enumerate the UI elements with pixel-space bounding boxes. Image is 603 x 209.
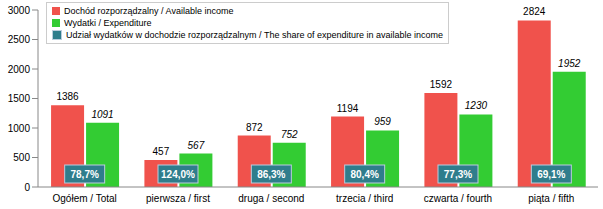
svg-text:500: 500 (13, 152, 30, 163)
svg-text:czwarta / fourth: czwarta / fourth (424, 193, 492, 204)
svg-text:3000: 3000 (8, 5, 30, 16)
svg-text:trzecia / third: trzecia / third (336, 193, 393, 204)
svg-text:Ogółem / Total: Ogółem / Total (53, 193, 117, 204)
svg-text:1091: 1091 (91, 109, 113, 120)
svg-text:pierwsza / first: pierwsza / first (146, 193, 210, 204)
svg-text:piąta / fifth: piąta / fifth (528, 193, 574, 204)
svg-text:86,3%: 86,3% (257, 169, 285, 180)
svg-text:124,0%: 124,0% (161, 169, 195, 180)
svg-text:1592: 1592 (430, 79, 453, 90)
svg-text:1952: 1952 (558, 58, 581, 69)
svg-text:2824: 2824 (523, 6, 546, 17)
svg-text:78,7%: 78,7% (70, 169, 98, 180)
svg-text:1194: 1194 (337, 103, 359, 114)
svg-text:752: 752 (281, 129, 298, 140)
svg-text:959: 959 (374, 116, 391, 127)
svg-text:druga / second: druga / second (238, 193, 304, 204)
svg-text:1230: 1230 (465, 100, 488, 111)
svg-text:80,4%: 80,4% (350, 169, 378, 180)
svg-text:1000: 1000 (8, 123, 30, 134)
html-text:Dochód rozporządzalny / Availa: Dochód rozporządzalny / Available income (64, 6, 234, 16)
svg-text:0: 0 (24, 182, 30, 193)
svg-text:69,1%: 69,1% (537, 169, 565, 180)
html-text:Udział wydatków w dochodzie ro: Udział wydatków w dochodzie rozporządzal… (66, 30, 443, 40)
svg-text:1386: 1386 (56, 91, 79, 102)
svg-text:2500: 2500 (8, 34, 30, 45)
svg-text:2000: 2000 (8, 64, 30, 75)
svg-text:872: 872 (246, 122, 263, 133)
svg-text:77,3%: 77,3% (444, 169, 472, 180)
svg-text:457: 457 (153, 146, 170, 157)
svg-text:567: 567 (188, 140, 205, 151)
html-text:Wydatki / Expenditure: Wydatki / Expenditure (64, 18, 152, 28)
svg-text:1500: 1500 (8, 93, 30, 104)
